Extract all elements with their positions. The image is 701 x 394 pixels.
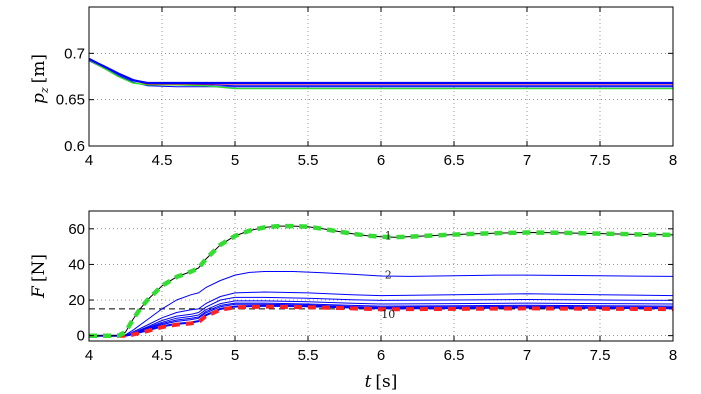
top-xtick-label: 4 — [85, 152, 93, 169]
bottom-ytick-label: 60 — [68, 221, 85, 238]
top-xtick-label: 6 — [377, 152, 385, 169]
top-xtick-label: 7 — [523, 152, 531, 169]
bottom-xlabel-symbol: t — [365, 372, 372, 392]
bottom-ytick-label: 0 — [77, 328, 85, 345]
bottom-xlabel-unit: [s] — [375, 372, 397, 392]
panel-bottom-force: 4 4.5 5 5.5 6 6.5 7 7.5 8 0 20 40 60 1 2 10 F [N] t [s] — [29, 210, 677, 392]
top-ytick-label: 0.65 — [56, 92, 85, 109]
bottom-xtick-label: 8 — [669, 347, 677, 364]
bottom-annotations: 1 2 10 — [381, 229, 395, 320]
bottom-series-blue-4 — [89, 300, 673, 337]
top-xtick-label: 7.5 — [590, 152, 611, 169]
top-ytick-label: 0.7 — [64, 45, 85, 62]
top-series — [89, 57, 673, 90]
bottom-xtick-label: 5 — [231, 347, 239, 364]
bottom-xtick-label: 4.5 — [152, 347, 173, 364]
bottom-xtick-label: 7 — [523, 347, 531, 364]
bottom-series-blue-2 — [89, 291, 673, 337]
bottom-ylabel-unit: [N] — [29, 254, 49, 282]
bottom-xtick-label: 7.5 — [590, 347, 611, 364]
bottom-ticks: 4 4.5 5 5.5 6 6.5 7 7.5 8 0 20 40 60 — [68, 211, 677, 364]
bottom-xtick-label: 5.5 — [298, 347, 319, 364]
top-xtick-label: 8 — [669, 152, 677, 169]
top-xtick-label: 5 — [231, 152, 239, 169]
top-ticks: 4 4.5 5 5.5 6 6.5 7 7.5 8 0.6 0.65 0.7 — [56, 7, 677, 169]
top-series-green-2 — [89, 59, 673, 90]
bottom-series-green-10 — [89, 223, 673, 338]
bottom-xtick-label: 6 — [377, 347, 385, 364]
panel-top-pz: 4 4.5 5 5.5 6 6.5 7 7.5 8 0.6 0.65 0.7 pz [m] — [29, 6, 677, 169]
bottom-annotation-2: 10 — [381, 308, 395, 321]
bottom-xtick-label: 6.5 — [444, 347, 465, 364]
bottom-xtick-label: 4 — [85, 347, 93, 364]
top-ytick-label: 0.6 — [64, 138, 85, 155]
top-xtick-label: 6.5 — [444, 152, 465, 169]
top-ylabel: pz [m] — [29, 54, 51, 104]
bottom-ytick-label: 20 — [68, 292, 85, 309]
top-ylabel-symbol: p — [29, 93, 49, 104]
top-xtick-label: 4.5 — [152, 152, 173, 169]
top-xtick-label: 5.5 — [298, 152, 319, 169]
bottom-series-blue-3 — [89, 296, 673, 337]
bottom-series-blue-1 — [89, 271, 673, 337]
top-ylabel-unit: [m] — [29, 54, 49, 83]
bottom-ylabel: F [N] — [29, 254, 49, 299]
bottom-series — [89, 223, 673, 338]
bottom-xlabel: t [s] — [365, 372, 398, 392]
top-ylabel-subscript: z — [38, 87, 51, 94]
bottom-ytick-label: 40 — [68, 256, 85, 273]
bottom-series-red-8 — [89, 304, 673, 338]
bottom-annotation-0: 1 — [385, 229, 392, 242]
top-series-blue-5 — [89, 57, 673, 85]
bottom-ylabel-symbol: F — [29, 285, 49, 299]
bottom-annotation-1: 2 — [385, 269, 392, 282]
bottom-series-blue-5 — [89, 302, 673, 337]
